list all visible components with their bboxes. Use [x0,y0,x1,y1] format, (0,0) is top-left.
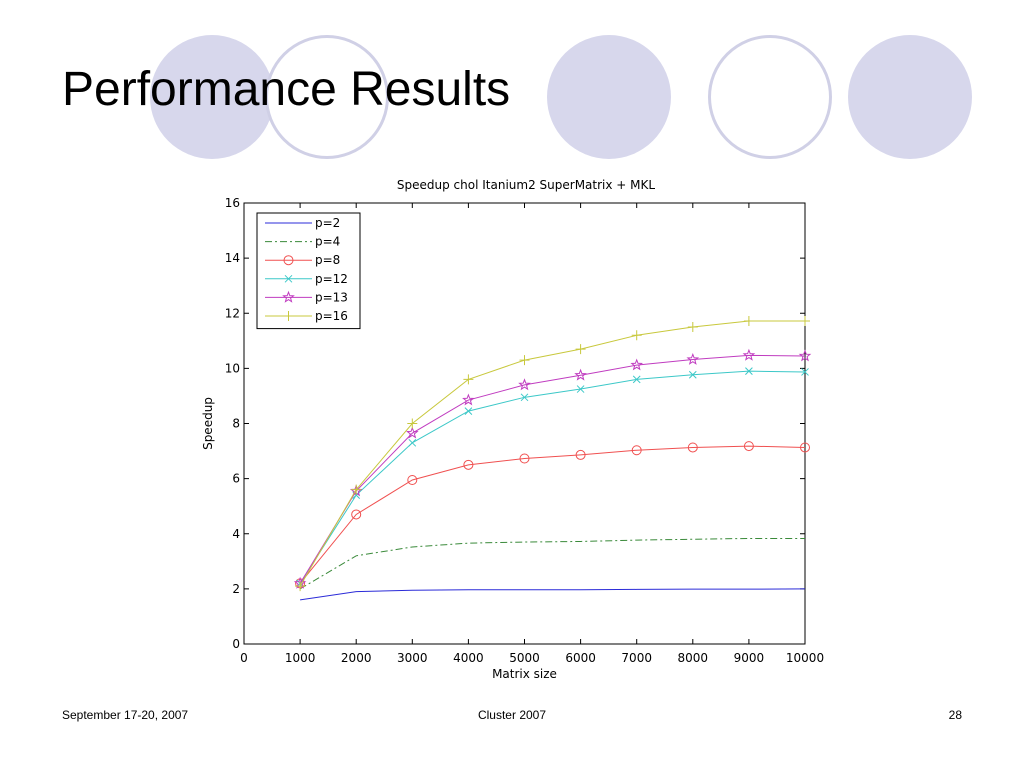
data-point [630,358,643,371]
data-point [462,393,475,406]
x-tick-label: 6000 [565,651,596,665]
data-point [351,509,362,520]
data-point [575,344,586,355]
data-point [798,349,812,362]
legend-label: p=2 [315,216,340,230]
data-point [406,426,419,439]
legend-box [256,212,361,330]
data-point [743,441,754,452]
slide-title: Performance Results [62,63,511,116]
data-point [520,393,529,402]
data-point [576,385,585,393]
data-point [801,368,809,376]
data-point [800,315,810,326]
y-tick-label: 2 [232,582,240,596]
y-axis-label: Speedup [201,397,215,450]
footer-event: Cluster 2007 [477,708,547,722]
data-point [575,449,586,460]
data-point [631,330,642,341]
y-tick-label: 0 [232,637,240,651]
data-point [631,445,642,456]
legend-entry: p=8 [265,253,340,267]
data-point [463,459,474,470]
x-tick-label: 5000 [509,651,540,665]
data-point [463,374,474,385]
y-tick-label: 6 [232,472,240,486]
legend-entry: p=2 [265,216,340,230]
legend-label: p=16 [315,309,348,323]
data-point [519,453,530,464]
x-tick-label: 1000 [285,651,316,665]
data-point [688,370,697,379]
y-tick-label: 10 [225,361,240,375]
x-tick-label: 2000 [341,651,372,665]
series-layer [293,315,812,601]
legend-marker [284,274,293,283]
data-point [687,322,698,333]
data-point [800,442,810,453]
y-tick-label: 14 [225,251,240,265]
y-axis-ticks: 0 2 4 6 8 10 12 14 16 [225,196,805,651]
series-p=4 [299,537,805,590]
legend-label: p=8 [315,253,340,267]
x-tick-label: 7000 [621,651,652,665]
decorative-circles [150,35,972,159]
x-tick-label: 4000 [453,651,484,665]
decor-circle-filled [547,35,671,159]
x-axis-ticks: 0 1000 2000 3000 4000 5000 6000 7000 8000 9000 100… [240,203,824,665]
data-point [407,418,418,429]
y-tick-label: 4 [232,527,240,541]
chart-legend: p=2 p=4 p=8 p=12 p=13 p=16 [256,212,361,330]
footer-date: September 17-20, 2007 [62,708,189,722]
legend-marker [283,311,294,321]
decor-circle-outline [708,35,832,159]
data-point [351,484,362,495]
page-number: 28 [948,708,962,722]
legend-label: p=4 [315,235,340,249]
data-point [687,442,698,453]
decor-circle-filled [848,35,972,159]
series-line [299,370,806,584]
series-line [299,354,806,584]
data-point [743,315,754,326]
speedup-chart: Speedup chol Itanium2 SuperMatrix + MKL … [201,178,824,681]
y-tick-label: 8 [232,417,240,431]
data-point [295,581,306,592]
data-point [518,378,531,391]
data-point [408,438,417,447]
data-point [407,475,418,486]
data-point [686,352,700,365]
legend-entry: p=13 [265,290,348,304]
x-tick-label: 8000 [678,651,709,665]
data-point [742,348,756,361]
series-p=2 [300,588,806,601]
series-line [299,445,806,584]
x-tick-label: 10000 [786,651,824,665]
x-tick-label: 0 [240,651,248,665]
data-point [574,368,587,381]
legend-entry: p=4 [265,235,340,249]
x-tick-label: 9000 [734,651,765,665]
decor-circle-filled [150,35,274,159]
legend-label: p=12 [315,272,348,286]
decor-circle-outline [265,35,389,159]
series-line [299,320,805,587]
legend-marker [282,290,295,303]
series-p=16 [295,315,810,592]
data-point [464,407,473,415]
data-point [632,375,641,384]
legend-label: p=13 [315,290,348,304]
series-line [299,537,805,590]
legend-entry: p=16 [265,309,348,323]
x-tick-label: 3000 [397,651,428,665]
y-tick-label: 16 [225,196,240,210]
x-axis-label: Matrix size [492,667,557,681]
data-point [745,367,753,375]
series-line [300,588,806,601]
legend-marker [283,255,294,266]
legend-entry: p=12 [265,272,348,286]
chart-title: Speedup chol Itanium2 SuperMatrix + MKL [397,178,655,192]
y-tick-label: 12 [225,306,240,320]
data-point [519,355,530,366]
